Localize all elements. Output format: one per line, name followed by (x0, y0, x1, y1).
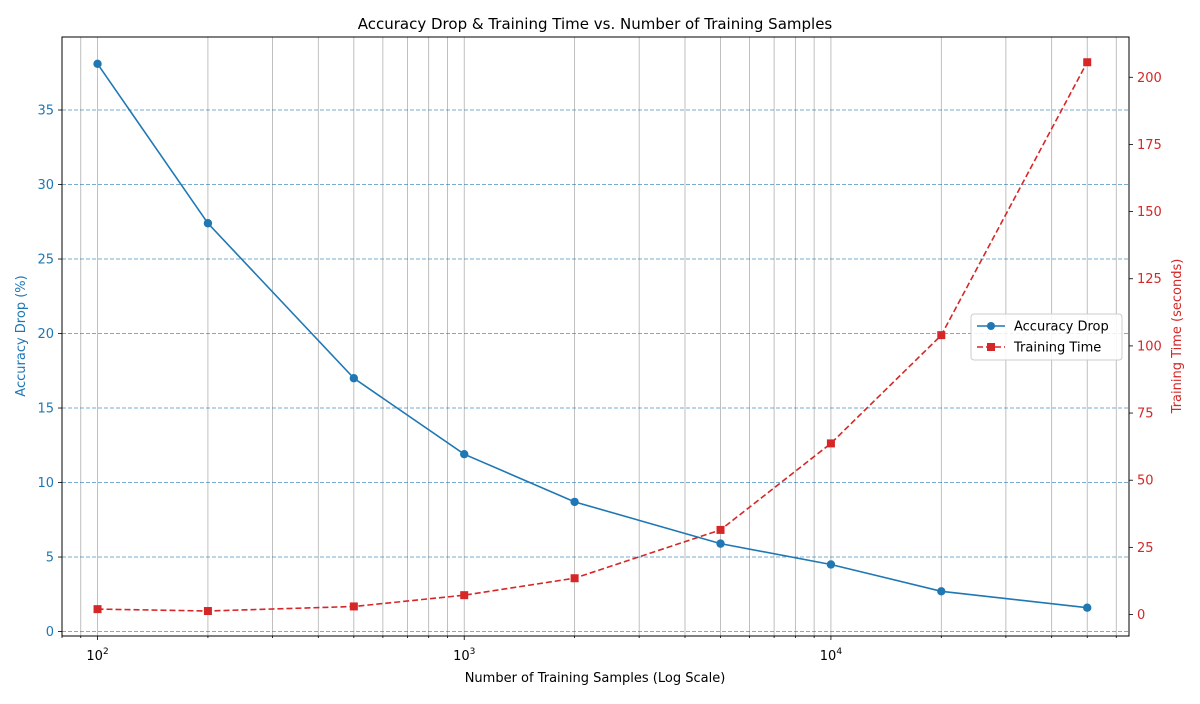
accuracy-drop-point (1083, 603, 1092, 612)
right-y-tick-label: 200 (1137, 71, 1162, 86)
legend-label-accuracy-drop: Accuracy Drop (1014, 320, 1109, 335)
training-time-point (1083, 58, 1092, 67)
right-y-tick-label: 175 (1137, 138, 1162, 153)
left-y-tick-label: 0 (46, 625, 54, 640)
left-y-tick-label: 5 (46, 551, 54, 566)
left-y-axis-label: Accuracy Drop (%) (14, 275, 29, 396)
grid-layer (61, 37, 1129, 636)
left-y-tick-label: 20 (37, 327, 54, 342)
legend: Accuracy Drop Training Time (970, 313, 1123, 361)
legend-box (970, 313, 1123, 361)
legend-marker-training-time (987, 343, 995, 351)
x-tick-label: 102 (86, 647, 108, 664)
training-time-point (716, 525, 725, 534)
training-time-point (203, 607, 212, 616)
legend-marker-accuracy-drop (987, 322, 995, 330)
chart-title: Accuracy Drop & Training Time vs. Number… (358, 15, 833, 33)
left-y-tick-label: 25 (37, 253, 54, 268)
training-time-point (349, 602, 358, 611)
accuracy-drop-point (203, 219, 213, 228)
right-y-tick-label: 150 (1137, 205, 1162, 220)
right-y-tick-label: 100 (1137, 339, 1162, 354)
training-time-point (937, 331, 946, 340)
axis-layer: 102 103 104 0 5 10 15 20 25 30 35 0 25 50 75 100 125 150 1… (37, 71, 1161, 664)
x-axis-label: Number of Training Samples (Log Scale) (465, 671, 726, 686)
legend-label-training-time: Training Time (1013, 341, 1101, 356)
accuracy-drop-point (570, 497, 579, 507)
accuracy-drop-point (716, 539, 725, 548)
series-layer (93, 58, 1092, 616)
accuracy-drop-point (460, 450, 469, 459)
training-time-point (460, 591, 469, 600)
left-y-tick-label: 30 (37, 178, 54, 193)
right-y-tick-label: 0 (1137, 608, 1145, 623)
accuracy-drop-point (937, 587, 946, 596)
left-y-tick-label: 15 (37, 402, 54, 417)
accuracy-drop-point (93, 59, 102, 69)
training-time-point (826, 439, 835, 448)
right-y-axis-label: Training Time (seconds) (1170, 259, 1185, 415)
x-tick-label: 104 (820, 647, 843, 664)
right-y-tick-label: 50 (1137, 474, 1154, 489)
training-time-point (570, 574, 579, 583)
left-y-tick-label: 35 (37, 104, 54, 119)
right-y-tick-label: 75 (1137, 407, 1154, 422)
left-y-tick-label: 10 (37, 476, 54, 491)
accuracy-drop-point (826, 560, 836, 569)
training-time-point (93, 605, 102, 614)
right-y-tick-label: 125 (1137, 272, 1162, 287)
x-tick-label: 103 (453, 647, 475, 664)
right-y-tick-label: 25 (1137, 541, 1154, 556)
plot-frame (61, 36, 1130, 637)
accuracy-drop-point (349, 374, 359, 383)
